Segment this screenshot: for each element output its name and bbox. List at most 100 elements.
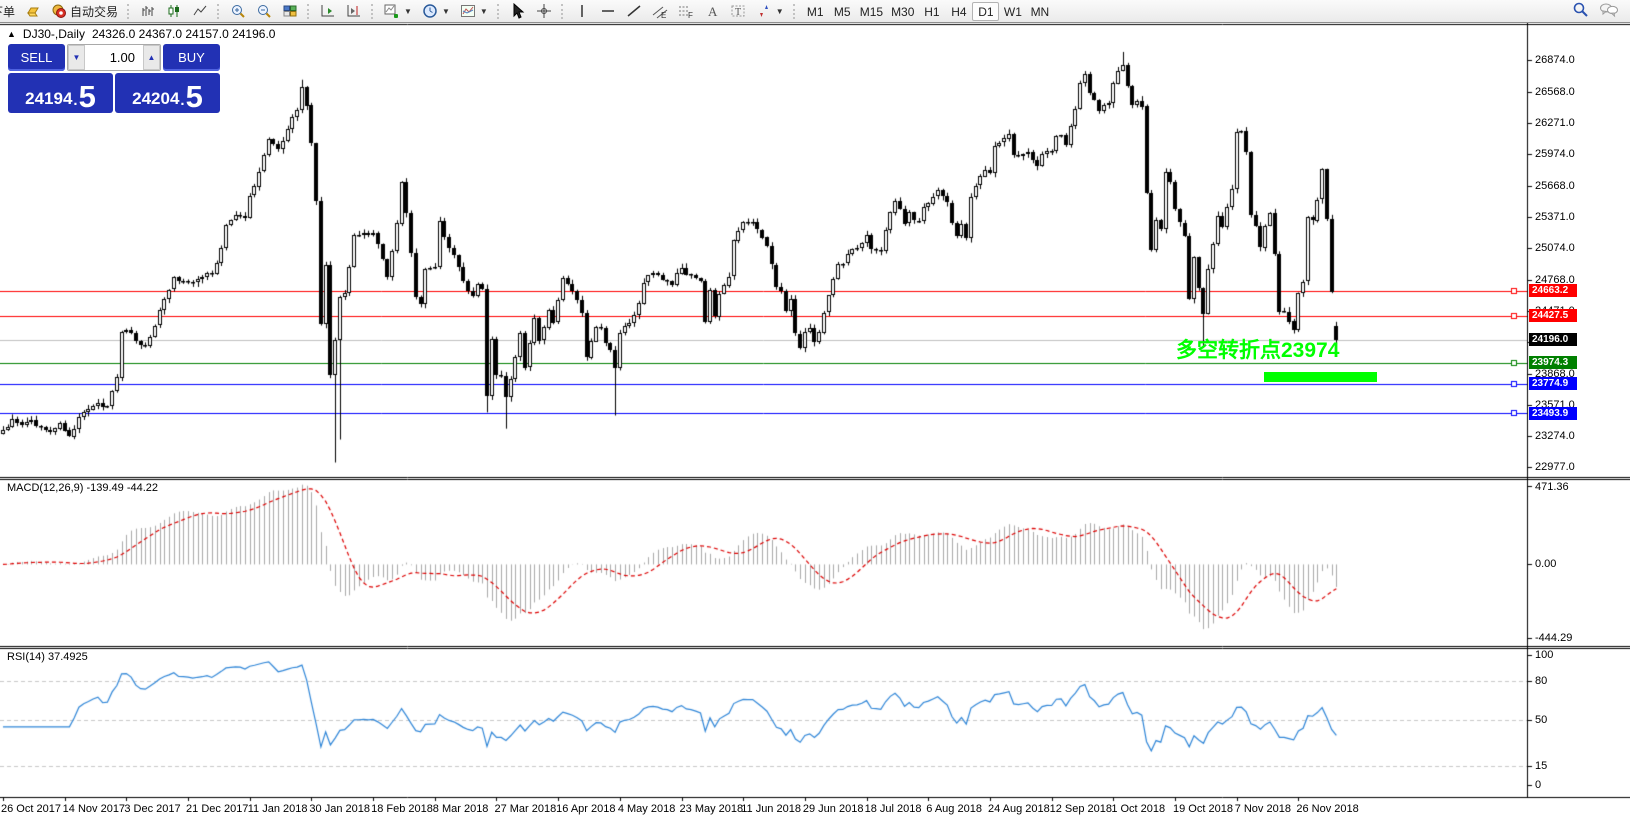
date-axis-label: 24 Aug 2018 — [987, 803, 1050, 815]
zoom-out-icon[interactable] — [252, 2, 276, 21]
date-axis-label: 7 Nov 2018 — [1234, 803, 1291, 815]
equidistant-channel-tool-icon[interactable]: E — [648, 2, 672, 21]
volume-increase-button[interactable]: ▲ — [143, 45, 160, 70]
chat-icon[interactable] — [1599, 2, 1619, 21]
price-axis-tick-label: 25074.0 — [1535, 241, 1575, 254]
main-toolbar: 下单 自动交易 ▼ ▼ ▼ E F A T ▼ M1 M5 M15 M30 H1 H4 D1… — [0, 0, 1630, 23]
auto-trading-label: 自动交易 — [70, 4, 119, 19]
price-axis-tick-label: 25371.0 — [1535, 210, 1575, 223]
volume-value[interactable]: 1.00 — [109, 50, 135, 65]
candlestick-mode-icon[interactable] — [162, 2, 186, 21]
auto-scroll-icon[interactable] — [316, 2, 340, 21]
date-axis-label: 16 Apr 2018 — [556, 803, 616, 815]
price-line-badge[interactable]: 24427.5 — [1529, 309, 1577, 322]
new-order-button[interactable]: 下单 — [0, 2, 19, 21]
gold-ingot-icon[interactable] — [21, 2, 45, 21]
date-axis-label: 19 Oct 2018 — [1173, 803, 1233, 815]
volume-decrease-button[interactable]: ▼ — [68, 45, 85, 70]
buy-price-button[interactable]: 24204 . 5 — [115, 73, 220, 113]
dropdown-caret-icon: ▼ — [479, 6, 488, 16]
auto-trading-button[interactable]: 自动交易 — [47, 2, 122, 21]
arrows-tool-icon[interactable]: ▼ — [752, 2, 788, 21]
price-line-badge[interactable]: 23774.9 — [1529, 377, 1577, 391]
periods-clock-icon[interactable]: ▼ — [418, 2, 454, 21]
date-axis-label: 26 Oct 2017 — [1, 803, 61, 815]
tile-windows-icon[interactable] — [278, 2, 302, 21]
new-order-label: 下单 — [0, 4, 16, 19]
fibonacci-tool-icon[interactable]: F — [674, 2, 698, 21]
line-chart-mode-icon[interactable] — [188, 2, 212, 21]
date-axis-label: 26 Nov 2018 — [1296, 803, 1359, 815]
date-axis-label: 30 Jan 2018 — [309, 803, 370, 815]
templates-icon[interactable]: ▼ — [456, 2, 492, 21]
buy-button[interactable]: BUY — [163, 44, 220, 71]
crosshair-tool-icon[interactable] — [532, 2, 556, 21]
date-axis-label: 12 Sep 2018 — [1049, 803, 1113, 815]
timeframe-button-M30[interactable]: M30 — [891, 4, 915, 19]
date-axis-label: 4 May 2018 — [617, 803, 676, 815]
sell-button[interactable]: SELL — [8, 44, 65, 71]
timeframe-button-M1[interactable]: M1 — [806, 4, 824, 19]
price-axis-tick-label: 23868.0 — [1535, 367, 1575, 380]
toolbar-grip — [371, 3, 375, 19]
volume-spinner: ▼ 1.00 ▲ — [67, 44, 161, 71]
annotation-highlight-bar[interactable] — [1264, 372, 1377, 382]
toolbar-grip — [560, 3, 565, 19]
date-axis-label: 8 Mar 2018 — [432, 803, 489, 815]
timeframe-button-MN[interactable]: MN — [1030, 4, 1050, 19]
current-price-badge: 24196.0 — [1529, 333, 1577, 347]
annotation-text[interactable]: 多空转折点23974 — [1176, 339, 1340, 362]
buy-label: BUY — [178, 50, 205, 65]
price-line-badge[interactable]: 23493.9 — [1529, 406, 1577, 420]
date-axis-label: 29 Jun 2018 — [802, 803, 864, 815]
vertical-line-tool-icon[interactable] — [570, 2, 594, 21]
add-indicator-icon[interactable]: ▼ — [380, 2, 416, 21]
sell-price-button[interactable]: 24194 . 5 — [8, 73, 113, 113]
auto-trading-icon — [52, 4, 67, 18]
zoom-in-icon[interactable] — [226, 2, 250, 21]
price-axis-tick-label: 23274.0 — [1535, 429, 1575, 442]
price-axis-tick-label: 24768.0 — [1535, 273, 1575, 286]
rsi-axis-label: 15 — [1535, 759, 1548, 772]
chart-title: ▲ DJ30-,Daily 24326.0 24367.0 24157.0 24… — [7, 27, 275, 41]
date-axis-label: 18 Feb 2018 — [371, 803, 433, 815]
chart-canvas[interactable] — [0, 23, 1630, 822]
toolbar-grip — [792, 3, 797, 19]
timeframe-button-H1[interactable]: H1 — [924, 4, 940, 19]
macd-axis-label: 471.36 — [1535, 481, 1569, 493]
chart-workspace: ▲ DJ30-,Daily 24326.0 24367.0 24157.0 24… — [0, 23, 1630, 822]
chart-shift-icon[interactable] — [342, 2, 366, 21]
collapse-panel-arrow-icon[interactable]: ▲ — [7, 28, 16, 39]
date-axis-label: 27 Mar 2018 — [494, 803, 557, 815]
text-label-tool-icon[interactable]: T — [726, 2, 750, 21]
price-axis-tick-label: 25668.0 — [1535, 179, 1575, 192]
horizontal-line-tool-icon[interactable] — [596, 2, 620, 21]
timeframe-button-M15[interactable]: M15 — [859, 4, 884, 19]
dropdown-caret-icon: ▼ — [775, 6, 784, 16]
timeframe-button-H4[interactable]: H4 — [951, 4, 967, 19]
date-axis-label: 23 May 2018 — [679, 803, 744, 815]
macd-indicator-label: MACD(12,26,9) -139.49 -44.22 — [7, 482, 159, 494]
timeframe-button-D1[interactable]: D1 — [972, 1, 1000, 21]
trendline-tool-icon[interactable] — [622, 2, 646, 21]
price-line-badge[interactable]: 23974.3 — [1529, 356, 1577, 370]
timeframe-button-W1[interactable]: W1 — [1003, 4, 1022, 19]
sell-price-main: 24194 — [25, 89, 73, 109]
rsi-axis-label: 100 — [1535, 649, 1554, 661]
one-click-trading-panel: SELL ▼ 1.00 ▲ BUY 24194 . 5 24204 . 5 — [8, 44, 220, 113]
toolbar-grip — [307, 3, 311, 19]
search-icon[interactable] — [1572, 1, 1589, 21]
rsi-indicator-label: RSI(14) 37.4925 — [7, 651, 88, 663]
cursor-tool-icon[interactable] — [506, 2, 530, 21]
macd-axis-label: -444.29 — [1535, 632, 1573, 644]
date-axis-label: 18 Jul 2018 — [864, 803, 922, 815]
timeframe-bar: M1 M5 M15 M30 H1 H4 D1 W1 MN — [802, 1, 1054, 21]
bar-chart-mode-icon[interactable] — [136, 2, 160, 21]
svg-text:E: E — [661, 11, 666, 19]
price-axis-tick-label: 22977.0 — [1535, 461, 1575, 473]
price-axis-tick-label: 26874.0 — [1535, 54, 1575, 66]
text-tool-icon[interactable]: A — [700, 2, 724, 21]
sell-label: SELL — [20, 50, 53, 65]
timeframe-button-M5[interactable]: M5 — [833, 4, 851, 19]
price-line-badge[interactable]: 24663.2 — [1529, 284, 1577, 298]
